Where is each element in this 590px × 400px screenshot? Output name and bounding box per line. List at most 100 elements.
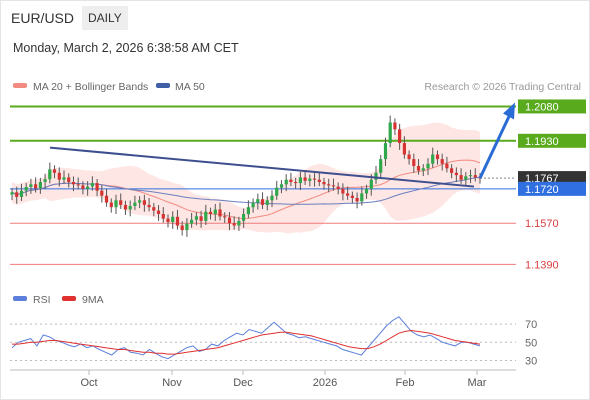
candle-body — [379, 159, 383, 173]
candle — [473, 168, 477, 182]
candle — [303, 170, 307, 185]
candle-body — [227, 217, 232, 224]
candle-body — [218, 209, 222, 217]
candle-body — [398, 129, 402, 143]
candle — [346, 186, 350, 200]
candle-body — [223, 216, 227, 218]
candle-body — [48, 169, 52, 180]
price-tag-box — [518, 99, 586, 114]
candle — [208, 207, 213, 220]
candle — [402, 136, 406, 159]
candle — [90, 176, 94, 191]
candle-body — [279, 184, 284, 188]
candle — [171, 211, 175, 229]
candle — [322, 177, 326, 190]
candle-body — [402, 143, 406, 155]
candle-body — [265, 200, 269, 205]
candle — [213, 203, 217, 221]
candle — [109, 198, 113, 213]
candle — [71, 176, 76, 192]
candle-body — [454, 172, 458, 176]
candle-body — [346, 193, 350, 196]
candle-body — [341, 188, 345, 194]
candle-body — [336, 186, 340, 189]
candle-body — [317, 179, 321, 182]
candle — [190, 212, 194, 228]
candle — [114, 194, 118, 215]
candle-body — [232, 223, 236, 226]
candle-body — [303, 177, 307, 181]
candle-body — [147, 204, 151, 208]
candles — [10, 115, 482, 237]
candle-body — [327, 184, 331, 186]
candle — [275, 180, 279, 200]
timeframe-button[interactable]: DAILY — [82, 6, 128, 30]
candle-body — [435, 154, 440, 160]
candle — [350, 191, 354, 204]
candle — [218, 202, 222, 221]
candle-body — [450, 168, 454, 173]
candle-body — [294, 182, 298, 184]
candle-body — [364, 188, 369, 194]
x-tick-label: Oct — [80, 377, 97, 389]
candle — [355, 192, 359, 209]
candle — [95, 179, 99, 197]
candle-body — [114, 200, 118, 208]
candle-body — [29, 184, 33, 187]
candle-body — [104, 195, 109, 203]
x-tick-label: Nov — [162, 377, 182, 389]
candle — [175, 209, 180, 230]
candle-body — [204, 211, 208, 221]
candle — [312, 173, 317, 187]
candle-body — [256, 199, 260, 203]
candle-body — [289, 179, 293, 182]
candle — [43, 173, 47, 189]
candle — [289, 172, 293, 187]
candle — [468, 169, 473, 184]
candle-body — [468, 175, 473, 177]
candle-body — [251, 202, 255, 208]
candle-body — [213, 209, 217, 215]
candle-body — [473, 175, 477, 178]
candle — [398, 123, 402, 150]
candle — [388, 115, 392, 148]
candle — [156, 205, 161, 221]
candle — [260, 192, 265, 209]
candle-body — [57, 172, 61, 180]
candle — [454, 167, 458, 182]
candle — [161, 207, 165, 223]
candle-body — [298, 177, 302, 184]
candle-body — [133, 202, 137, 206]
candle-body — [15, 192, 19, 197]
candle-body — [199, 216, 203, 221]
candle-body — [123, 204, 128, 210]
candle — [341, 183, 345, 201]
candle — [62, 170, 66, 184]
candle-body — [76, 184, 80, 186]
candle — [138, 196, 142, 209]
candle — [52, 165, 57, 179]
candle-body — [34, 184, 38, 189]
candle-body — [242, 214, 246, 221]
candle — [128, 200, 132, 217]
candle-body — [426, 163, 430, 169]
candle-body — [383, 143, 388, 160]
candle — [232, 216, 236, 230]
candle-body — [331, 185, 336, 187]
candle — [317, 172, 321, 187]
x-tick-label: 2026 — [313, 377, 337, 389]
candle — [29, 178, 33, 194]
candle-body — [416, 166, 421, 171]
candle — [223, 212, 227, 223]
candle-body — [152, 207, 156, 211]
candle-body — [19, 190, 24, 197]
candle-body — [86, 186, 90, 189]
price-tag-label: 1.1720 — [525, 184, 559, 196]
candle — [459, 168, 463, 184]
candle-body — [171, 216, 175, 223]
candle-body — [142, 200, 146, 205]
candle — [431, 147, 435, 168]
candle-body — [109, 202, 113, 208]
rsi-ma-legend-label: 9MA — [82, 294, 104, 306]
